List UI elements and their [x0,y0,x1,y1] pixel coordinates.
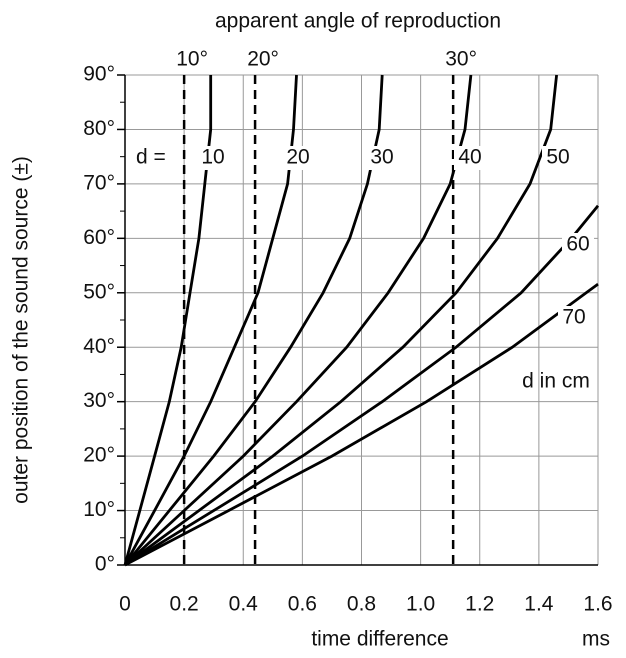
chart-title: apparent angle of reproduction [215,10,501,33]
x-tick-label: 0.8 [347,593,376,616]
y-tick-label: 60° [83,226,115,249]
x-tick-label: 1.6 [583,593,612,616]
y-tick-label: 20° [83,444,115,467]
series-label: 60 [566,233,589,256]
y-tick-label: 30° [83,389,115,412]
x-tick-label: 0.6 [288,593,317,616]
x-tick-label: 0.4 [229,593,259,616]
series-label: 20 [286,146,309,169]
x-tick-label: 0 [119,593,131,616]
series-label: 10 [201,146,224,169]
x-axis-unit: ms [582,628,610,651]
x-tick-label: 1.2 [465,593,494,616]
x-axis-label: time difference [311,628,448,651]
y-tick-label: 70° [83,171,115,194]
label-bg [454,146,486,170]
y-tick-label: 80° [83,117,115,140]
label-bg [197,146,229,170]
annotation: d = [136,146,166,169]
label-bg [366,146,398,170]
y-tick-label: 10° [83,498,115,521]
x-tick-label: 0.2 [170,593,199,616]
series-label: 40 [458,146,481,169]
reference-label: 10° [176,48,208,71]
line [124,74,558,567]
y-tick-label: 40° [83,335,115,358]
y-tick-label: 0° [95,553,115,576]
label-bg [562,233,594,257]
y-tick-label: 90° [83,63,115,86]
y-axis-label: outer position of the sound source (±) [10,156,33,504]
x-tick-label: 1.0 [406,593,435,616]
annotation: d in cm [522,370,590,393]
label-bg [542,146,574,170]
reference-label: 20° [247,48,279,71]
series-label: 50 [546,146,569,169]
series-label: 30 [370,146,393,169]
x-tick-label: 1.4 [524,593,554,616]
line [124,282,599,567]
label-bg [282,146,314,170]
label-bg [558,306,590,330]
reference-label: 30° [445,48,477,71]
series-label: 70 [562,306,585,329]
y-tick-label: 50° [83,280,115,303]
